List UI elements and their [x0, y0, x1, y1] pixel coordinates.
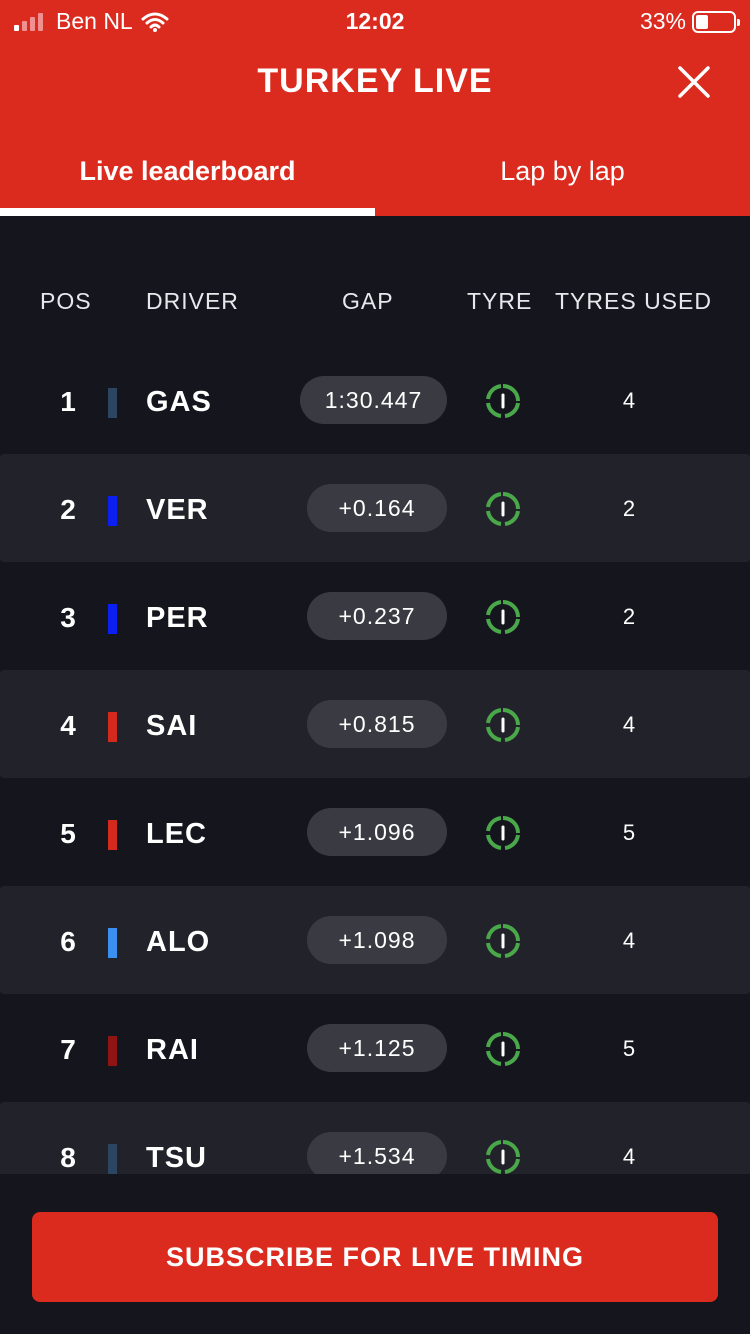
tyres-used-count: 2	[622, 496, 636, 521]
driver-code: LEC	[146, 818, 207, 850]
battery-percent: 33%	[639, 8, 686, 34]
tyre-intermediate-icon	[486, 1140, 520, 1174]
close-button[interactable]	[672, 60, 716, 104]
tyre-intermediate-icon	[486, 816, 520, 850]
team-color-bar	[108, 496, 117, 526]
table-row[interactable]: 7 RAI +1.125 5	[0, 994, 750, 1102]
tyres-used-count: 4	[622, 712, 636, 737]
tab-live-leaderboard[interactable]: Live leaderboard	[0, 140, 375, 216]
tab-lap-by-lap[interactable]: Lap by lap	[500, 156, 625, 186]
position: 1	[60, 386, 76, 417]
tyres-used-count: 4	[622, 388, 636, 413]
driver-code: VER	[146, 494, 209, 526]
position: 7	[60, 1034, 76, 1065]
tyres-used-count: 5	[622, 1036, 636, 1061]
table-row[interactable]: 1 GAS 1:30.447 4	[0, 346, 750, 454]
tyre-intermediate-icon	[486, 600, 520, 634]
table-row[interactable]: 2 VER +0.164 2	[0, 454, 750, 562]
tyres-used-count: 4	[622, 928, 636, 953]
gap-time: +1.098	[307, 916, 447, 964]
team-color-bar	[108, 1036, 117, 1066]
wifi-icon	[141, 12, 169, 32]
leaderboard-header: POS DRIVER GAP TYRE TYRES USED	[0, 284, 750, 324]
tyre-intermediate-icon	[486, 924, 520, 958]
team-color-bar	[108, 1144, 117, 1174]
tab-bar: Live leaderboard Lap by lap	[0, 140, 750, 216]
driver-code: ALO	[146, 926, 211, 958]
header-gap: GAP	[342, 288, 394, 314]
driver-code: SAI	[146, 710, 198, 742]
table-row[interactable]: 3 PER +0.237 2	[0, 562, 750, 670]
header-pos: POS	[40, 288, 92, 314]
tyre-intermediate-icon	[486, 492, 520, 526]
tyres-used-count: 4	[622, 1144, 636, 1169]
team-color-bar	[108, 388, 117, 418]
table-row[interactable]: 6 ALO +1.098 4	[0, 886, 750, 994]
leaderboard-list[interactable]: 1 GAS 1:30.447 4 2 VER +0.164 2 3 PER +0.237 2 4 SAI +…	[0, 346, 750, 1174]
gap-time: +0.164	[307, 484, 447, 532]
driver-code: PER	[146, 602, 209, 634]
battery-level	[696, 14, 708, 29]
status-left: Ben NL	[14, 8, 169, 35]
driver-code: GAS	[146, 386, 212, 418]
position: 5	[60, 818, 76, 849]
header-tyres-used: TYRES USED	[555, 288, 712, 314]
team-color-bar	[108, 712, 117, 742]
tyre-intermediate-icon	[486, 384, 520, 418]
header-tyre: TYRE	[467, 288, 533, 314]
close-icon	[678, 66, 710, 98]
position: 6	[60, 926, 76, 957]
position: 2	[60, 494, 76, 525]
cellular-signal-icon	[14, 12, 46, 31]
gap-time: +1.096	[307, 808, 447, 856]
gap-time: +1.125	[307, 1024, 447, 1072]
gap-time: +1.534	[307, 1132, 447, 1174]
table-row[interactable]: 4 SAI +0.815 4	[0, 670, 750, 778]
table-row[interactable]: 5 LEC +1.096 5	[0, 778, 750, 886]
page-title: TURKEY LIVE	[257, 62, 493, 100]
carrier-name: Ben NL	[56, 8, 133, 34]
position: 8	[60, 1142, 76, 1173]
battery-icon	[692, 10, 740, 33]
tyre-intermediate-icon	[486, 708, 520, 742]
status-right: 33%	[639, 8, 740, 35]
status-time: 12:02	[345, 8, 405, 34]
table-row[interactable]: 8 TSU +1.534 4	[0, 1102, 750, 1174]
subscribe-button[interactable]: SUBSCRIBE FOR LIVE TIMING	[32, 1212, 718, 1302]
gap-time: +0.815	[307, 700, 447, 748]
tyres-used-count: 5	[622, 820, 636, 845]
app-header: Ben NL 12:02 33% TURKEY LIVE Live leader…	[0, 0, 750, 216]
tyres-used-count: 2	[622, 604, 636, 629]
position: 4	[60, 710, 76, 741]
team-color-bar	[108, 604, 117, 634]
footer: SUBSCRIBE FOR LIVE TIMING	[0, 1174, 750, 1334]
status-bar: Ben NL 12:02 33%	[0, 0, 750, 40]
driver-code: TSU	[146, 1142, 207, 1174]
tyre-intermediate-icon	[486, 1032, 520, 1066]
gap-time: 1:30.447	[300, 376, 447, 424]
header-driver: DRIVER	[146, 288, 239, 314]
driver-code: RAI	[146, 1034, 199, 1066]
position: 3	[60, 602, 76, 633]
team-color-bar	[108, 928, 117, 958]
team-color-bar	[108, 820, 117, 850]
gap-time: +0.237	[307, 592, 447, 640]
